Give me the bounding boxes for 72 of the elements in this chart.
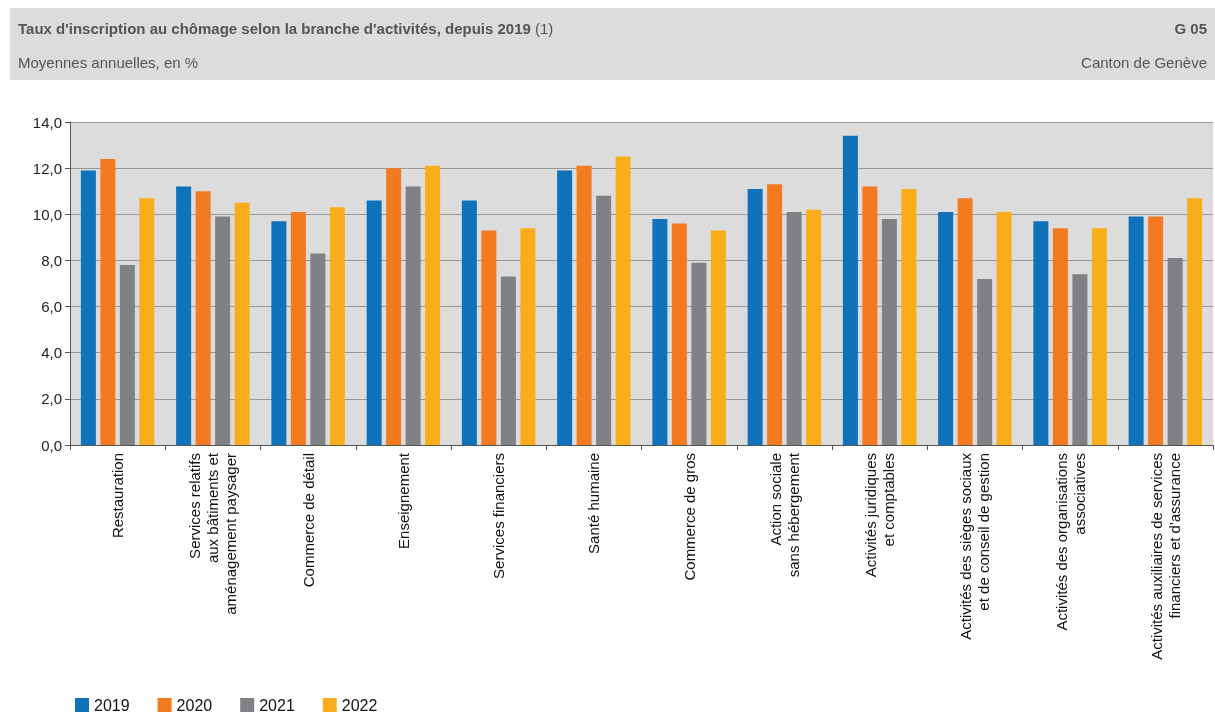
legend-label: 2020 (176, 696, 213, 714)
text: G 05 (1174, 20, 1207, 37)
bar (596, 195, 612, 445)
x-tick-label: Commerce de gros (680, 453, 698, 581)
y-tick-label: 2,0 (41, 390, 62, 408)
bar (234, 202, 250, 445)
bar (195, 191, 211, 445)
bar (901, 188, 917, 445)
y-tick-label: 10,0 (32, 205, 62, 223)
bar (938, 211, 954, 445)
bar (100, 158, 116, 445)
bar (1033, 221, 1049, 445)
x-tick-label: Santé humaine (585, 453, 603, 554)
y-tick-label: 12,0 (32, 159, 62, 177)
x-tick-label: Enseignement (394, 452, 412, 549)
bar (119, 265, 135, 445)
bar (747, 188, 763, 445)
legend-label: 2022 (341, 696, 378, 714)
bar (862, 186, 878, 445)
text: Canton de Genève (1081, 54, 1207, 71)
bar (842, 135, 858, 445)
bar (139, 198, 155, 445)
bar (652, 218, 668, 445)
bar (329, 207, 345, 445)
bar (520, 228, 536, 445)
bar (176, 186, 192, 445)
legend-label: 2019 (94, 696, 130, 714)
bar (786, 211, 802, 445)
bar (1072, 274, 1088, 445)
legend-label: 2021 (259, 696, 295, 714)
bar (710, 230, 726, 445)
bar (671, 223, 687, 445)
bar (80, 170, 96, 445)
chart-title: Taux d'inscription au chômage selon la branche d'activités, depuis 2019 (1) (18, 20, 554, 37)
y-tick-label: 6,0 (41, 298, 62, 316)
bar (767, 184, 783, 445)
x-tick-label: Services financiers (490, 453, 508, 579)
bar (271, 221, 287, 445)
bar (977, 278, 993, 445)
x-tick-label: Commerce de détail (299, 453, 317, 588)
bar (806, 209, 822, 445)
bar (290, 211, 306, 445)
bar (481, 230, 497, 445)
bar (366, 200, 382, 445)
bar (1052, 228, 1068, 445)
x-tick-label: Action sociale sans hébergement (766, 452, 802, 578)
bar (500, 276, 516, 445)
bar (557, 170, 573, 445)
bar (1148, 216, 1164, 445)
bar (215, 216, 231, 445)
y-tick-label: 0,0 (41, 436, 62, 454)
bar (996, 211, 1012, 445)
chart-subtitle: Moyennes annuelles, en % (18, 54, 199, 71)
bar (615, 156, 631, 445)
bar (386, 168, 402, 445)
bar (881, 218, 897, 445)
bar (425, 165, 441, 445)
bar (405, 186, 421, 445)
x-tick-label: Restauration (109, 453, 127, 539)
bar (1091, 228, 1107, 445)
y-tick-label: 8,0 (41, 251, 62, 269)
bar (576, 165, 592, 445)
bar (1167, 258, 1183, 445)
bar (1128, 216, 1144, 445)
bar (691, 262, 707, 445)
y-tick-label: 14,0 (32, 113, 62, 131)
bar (310, 253, 326, 445)
y-tick-label: 4,0 (41, 344, 62, 362)
bar (1187, 198, 1203, 445)
x-tick-label: Services relatifs aux bâtiments et aménagement paysager (186, 452, 240, 615)
bar (461, 200, 477, 445)
bar (957, 198, 973, 445)
